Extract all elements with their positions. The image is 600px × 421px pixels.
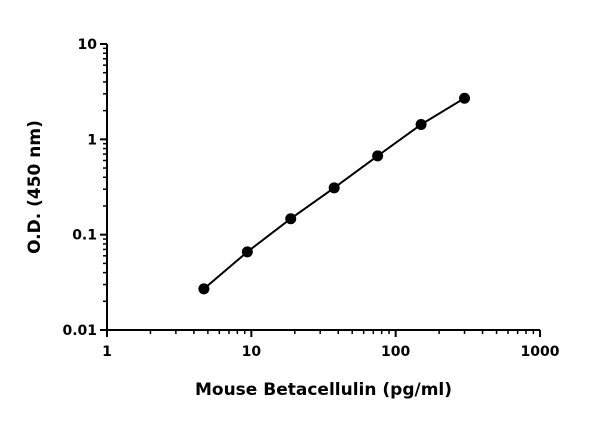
data-point xyxy=(241,246,253,258)
x-tick-label: 1 xyxy=(102,344,112,360)
data-point xyxy=(198,283,210,295)
y-tick-label: 0.1 xyxy=(72,228,97,244)
y-tick-label: 10 xyxy=(78,37,98,53)
data-point xyxy=(328,182,340,194)
x-tick-label: 100 xyxy=(381,344,410,360)
y-tick-label: 1 xyxy=(87,132,97,148)
data-point xyxy=(285,213,297,225)
data-point xyxy=(372,150,384,162)
data-series xyxy=(198,92,471,295)
axes xyxy=(106,44,540,331)
data-point xyxy=(459,92,471,104)
x-axis-title: Mouse Betacellulin (pg/ml) xyxy=(195,380,452,400)
x-tick-label: 1000 xyxy=(521,344,560,360)
ticks: 1 10 100 1000 0.01 0.1 1 10 xyxy=(62,37,559,360)
data-point xyxy=(415,119,427,131)
y-tick-label: 0.01 xyxy=(62,323,97,339)
y-axis-title: O.D. (450 nm) xyxy=(25,120,45,254)
x-tick-label: 10 xyxy=(242,344,262,360)
